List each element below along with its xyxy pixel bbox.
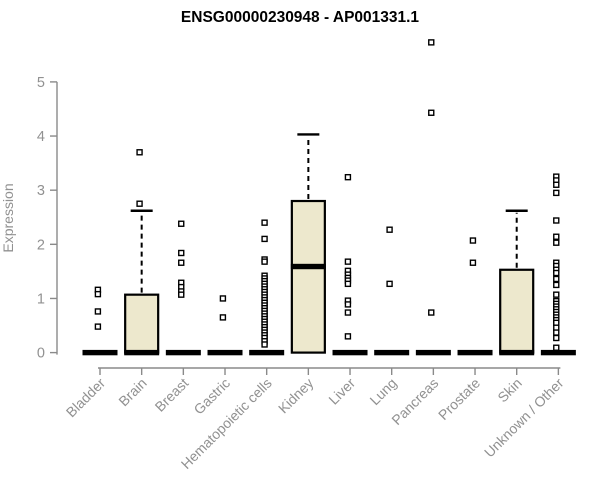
y-tick-label: 3 — [37, 183, 45, 199]
outlier-point — [178, 220, 185, 227]
y-tick-label: 0 — [37, 346, 45, 362]
x-tick-label: Prostate — [435, 375, 483, 423]
y-tick-label: 4 — [37, 129, 45, 145]
outlier-point — [261, 341, 268, 348]
median-Breast — [165, 349, 201, 356]
outlier-point — [344, 309, 352, 316]
outlier-point — [386, 280, 393, 288]
x-tick-label: Kidney — [275, 375, 317, 417]
median-Gastric — [207, 349, 243, 356]
outlier-point — [553, 275, 560, 283]
median-Liver — [332, 349, 368, 356]
x-tick-label: Unknown / Other — [481, 375, 567, 461]
y-tick-label: 1 — [37, 291, 45, 307]
outlier-point — [553, 217, 560, 224]
outlier-point — [344, 173, 352, 181]
outlier-point — [553, 291, 560, 298]
y-tick-label: 2 — [37, 237, 45, 253]
outlier-point — [219, 314, 227, 321]
outlier-point — [94, 308, 102, 315]
box-Brain — [124, 293, 160, 354]
outlier-point — [136, 149, 143, 156]
outlier-point — [553, 334, 560, 342]
median-Prostate — [457, 349, 493, 356]
outlier-point — [553, 181, 560, 188]
median-Hematopoietic cells — [249, 349, 285, 356]
median-Pancreas — [415, 349, 451, 356]
outlier-point — [261, 258, 268, 265]
x-tick-label: Bladder — [63, 375, 109, 421]
outlier-point — [428, 39, 435, 46]
outlier-point — [386, 226, 393, 233]
outlier-point — [553, 269, 560, 277]
outlier-point — [178, 259, 185, 266]
x-tick-label: Lung — [366, 375, 399, 408]
outlier-point — [553, 239, 560, 246]
median-Kidney — [290, 263, 326, 270]
outlier-point — [344, 333, 352, 340]
outlier-point — [469, 259, 477, 266]
outlier-point — [428, 309, 435, 316]
y-axis-title: Expression — [0, 183, 16, 252]
outlier-point — [344, 280, 352, 288]
median-Unknown / Other — [540, 349, 576, 356]
chart-title: ENSG00000230948 - AP001331.1 — [181, 9, 420, 26]
x-tick-label: Brain — [115, 375, 149, 409]
outlier-point — [94, 323, 102, 330]
outlier-point — [344, 258, 352, 265]
outlier-point — [178, 249, 185, 257]
outlier-point — [344, 301, 352, 308]
outlier-point — [428, 109, 435, 116]
outlier-point — [553, 329, 560, 336]
median-Lung — [374, 349, 410, 356]
outlier-point — [261, 235, 268, 243]
outlier-point — [261, 219, 268, 226]
x-tick-label: Breast — [152, 375, 192, 415]
outlier-point — [94, 290, 102, 298]
outlier-point — [219, 295, 227, 302]
median-Brain — [124, 349, 160, 356]
outlier-point — [178, 291, 185, 298]
outlier-point — [136, 200, 143, 207]
x-tick-label: Liver — [325, 375, 358, 408]
outlier-point — [553, 233, 560, 240]
box-Kidney — [290, 199, 326, 354]
outlier-point — [553, 281, 560, 289]
median-Skin — [499, 349, 535, 356]
box-Skin — [499, 268, 535, 354]
outlier-point — [469, 237, 477, 244]
x-tick-label: Skin — [494, 375, 525, 406]
outlier-point — [553, 344, 560, 351]
y-tick-label: 5 — [37, 75, 45, 91]
outlier-point — [553, 189, 560, 197]
median-Bladder — [82, 349, 118, 356]
